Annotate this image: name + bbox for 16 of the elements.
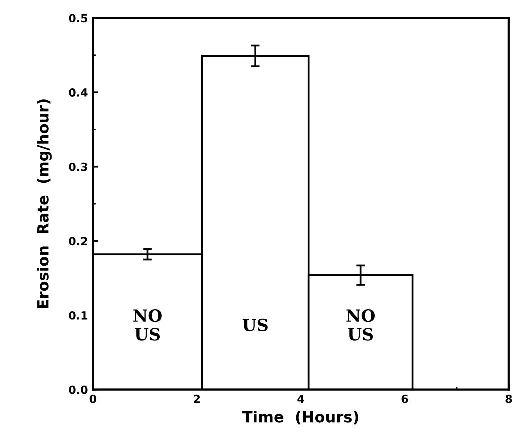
x-axis-title: Time (Hours) xyxy=(242,410,358,425)
x-tick-label: 2 xyxy=(194,394,200,404)
x-tick-label: 4 xyxy=(298,395,304,404)
y-tick-label: 0.2 xyxy=(69,237,88,246)
y-tick-label: 0.1 xyxy=(69,311,88,320)
x-tick-label: 8 xyxy=(506,394,512,404)
annotation: NO US xyxy=(134,310,162,341)
annotation: NO US xyxy=(346,310,375,341)
y-tick-label: 0.4 xyxy=(69,88,88,97)
y-tick-label: 0.5 xyxy=(69,14,88,23)
x-tick-label: 0 xyxy=(90,394,97,404)
y-axis-title: Erosion Rate (mg/hour) xyxy=(37,100,52,308)
y-tick-label: 0.0 xyxy=(69,386,88,394)
y-tick-label: 0.3 xyxy=(69,162,88,172)
x-tick-label: 6 xyxy=(402,394,408,404)
annotation: US xyxy=(242,318,268,332)
